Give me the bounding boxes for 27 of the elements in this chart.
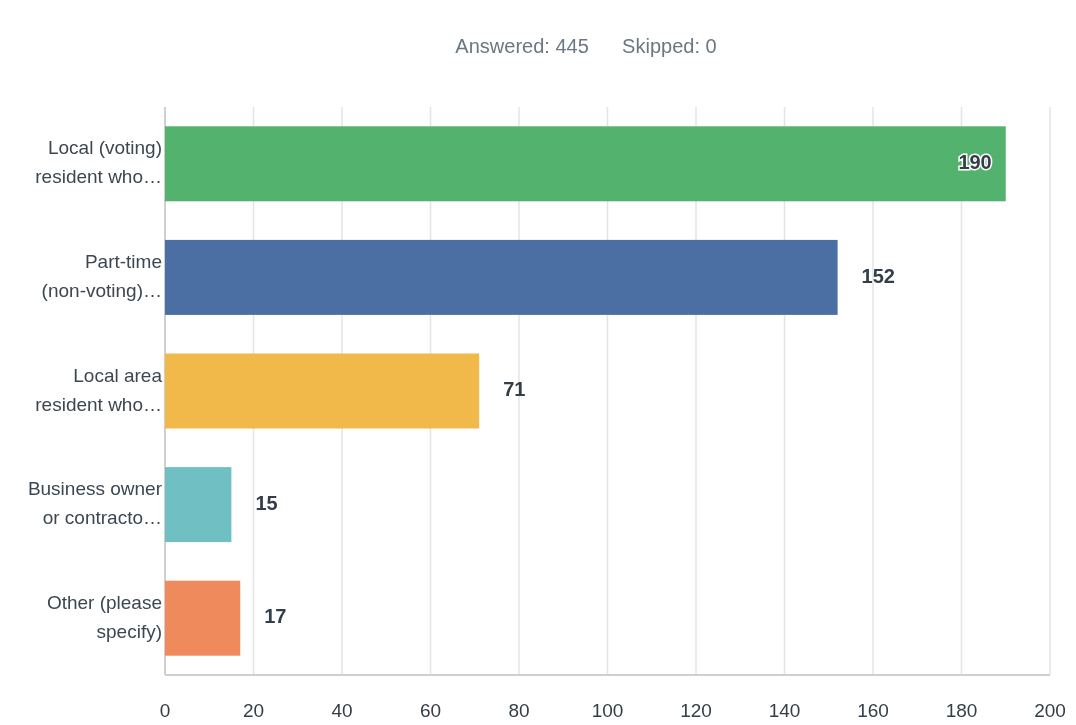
x-tick-label: 120 [680, 700, 712, 722]
y-tick-label: Other (please specify) [46, 591, 162, 642]
bar [165, 126, 1006, 202]
x-tick-label: 180 [945, 700, 978, 722]
x-tick-label: 0 [159, 700, 171, 722]
data-label: 17 [264, 605, 287, 628]
chart-subtitle: Answered: 445 Skipped: 0 [455, 35, 717, 58]
x-tick-label: 60 [419, 700, 442, 722]
data-label: 71 [503, 378, 526, 401]
bar [165, 580, 241, 656]
bar [165, 239, 838, 315]
y-tick-label: Business owner or contracto… [27, 478, 163, 529]
x-tick-label: 140 [768, 700, 801, 722]
bar [165, 353, 480, 429]
x-tick-label: 100 [591, 700, 624, 722]
data-label: 152 [861, 264, 895, 287]
x-tick-label: 200 [1034, 700, 1066, 722]
y-tick-label: Part-time (non-voting)… [41, 250, 162, 301]
data-label: 15 [255, 491, 278, 514]
y-tick-label: Local area resident who… [35, 364, 163, 415]
x-tick-label: 40 [331, 700, 353, 722]
bar [165, 467, 232, 543]
x-tick-label: 20 [242, 700, 265, 722]
x-tick-label: 160 [857, 700, 889, 722]
y-tick-label: Local (voting) resident who… [35, 137, 162, 188]
x-tick-label: 80 [508, 700, 530, 722]
data-label: 190 [958, 151, 992, 174]
